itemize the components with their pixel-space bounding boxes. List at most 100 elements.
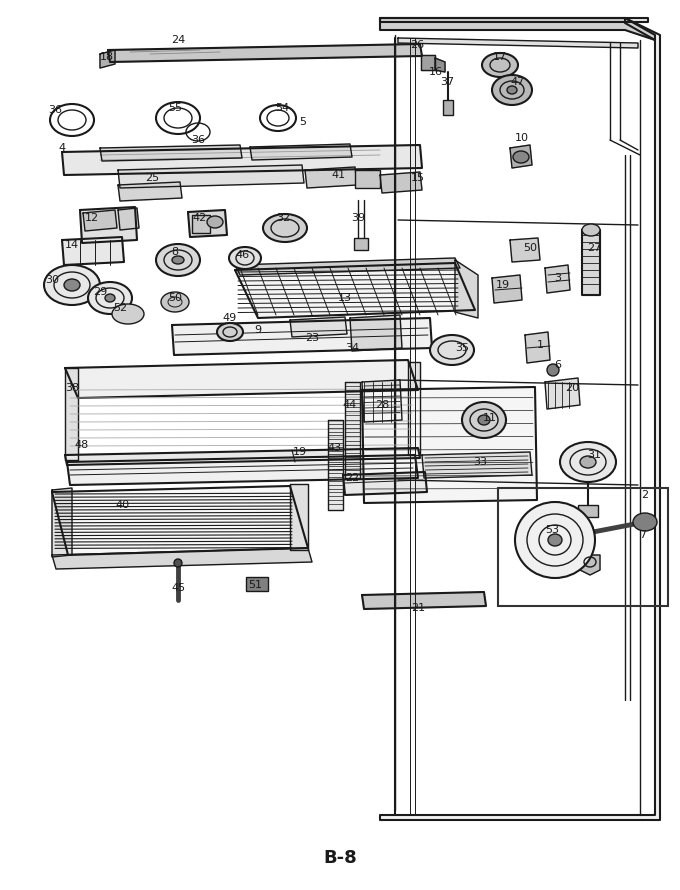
- Ellipse shape: [217, 323, 243, 341]
- Text: 52: 52: [113, 303, 127, 313]
- Polygon shape: [67, 455, 418, 485]
- Ellipse shape: [50, 104, 94, 136]
- Polygon shape: [350, 315, 402, 351]
- Text: 15: 15: [411, 173, 425, 183]
- Text: 29: 29: [93, 287, 107, 297]
- Ellipse shape: [174, 559, 182, 567]
- Polygon shape: [118, 208, 139, 230]
- Text: 30: 30: [45, 275, 59, 285]
- Text: 48: 48: [75, 440, 89, 450]
- Text: 46: 46: [235, 250, 249, 260]
- Text: 22: 22: [345, 473, 359, 483]
- Text: 3: 3: [554, 273, 562, 283]
- Text: 40: 40: [115, 500, 129, 510]
- Bar: [498, 488, 668, 606]
- Ellipse shape: [260, 105, 296, 131]
- Bar: [246, 577, 268, 591]
- Polygon shape: [380, 172, 422, 193]
- Polygon shape: [380, 18, 648, 22]
- Polygon shape: [362, 380, 402, 422]
- Text: 51: 51: [248, 580, 262, 590]
- Polygon shape: [65, 448, 420, 465]
- Text: 10: 10: [515, 133, 529, 143]
- Text: 45: 45: [171, 583, 185, 593]
- Ellipse shape: [577, 523, 593, 533]
- Polygon shape: [525, 332, 550, 363]
- Bar: [192, 215, 210, 233]
- Text: 32: 32: [276, 213, 290, 223]
- Polygon shape: [545, 265, 570, 293]
- Polygon shape: [380, 18, 655, 40]
- Ellipse shape: [172, 256, 184, 264]
- Ellipse shape: [560, 442, 616, 482]
- Ellipse shape: [462, 402, 506, 438]
- Polygon shape: [343, 472, 427, 495]
- Ellipse shape: [156, 102, 200, 134]
- Text: 14: 14: [65, 240, 79, 250]
- Ellipse shape: [492, 75, 532, 105]
- Polygon shape: [290, 484, 308, 550]
- Polygon shape: [510, 145, 532, 168]
- Text: 36: 36: [191, 135, 205, 145]
- Text: 1: 1: [537, 340, 543, 350]
- Text: 55: 55: [168, 103, 182, 113]
- Polygon shape: [455, 260, 478, 318]
- Text: 37: 37: [440, 77, 454, 87]
- Polygon shape: [545, 378, 580, 409]
- Ellipse shape: [547, 364, 559, 376]
- Polygon shape: [582, 230, 600, 295]
- Text: 49: 49: [223, 313, 237, 323]
- Polygon shape: [65, 360, 418, 398]
- Ellipse shape: [582, 224, 600, 236]
- Polygon shape: [510, 238, 540, 262]
- Ellipse shape: [44, 265, 100, 305]
- Polygon shape: [421, 55, 435, 70]
- Text: 54: 54: [275, 103, 289, 113]
- Text: 18: 18: [100, 52, 114, 62]
- Bar: [443, 100, 453, 115]
- Text: 34: 34: [345, 343, 359, 353]
- Text: 35: 35: [455, 343, 469, 353]
- Polygon shape: [80, 207, 137, 243]
- Bar: [355, 170, 380, 188]
- Polygon shape: [100, 145, 242, 161]
- Text: 11: 11: [483, 413, 497, 423]
- Polygon shape: [492, 275, 522, 303]
- Text: 47: 47: [511, 77, 525, 87]
- Text: 24: 24: [171, 35, 185, 45]
- Text: 36: 36: [48, 105, 62, 115]
- Text: 4: 4: [58, 143, 65, 153]
- Polygon shape: [408, 362, 420, 455]
- Polygon shape: [580, 555, 600, 575]
- Ellipse shape: [580, 456, 596, 468]
- Text: 41: 41: [331, 170, 345, 180]
- Polygon shape: [345, 382, 360, 478]
- Polygon shape: [118, 165, 304, 188]
- Polygon shape: [65, 368, 78, 460]
- Polygon shape: [235, 263, 475, 318]
- Polygon shape: [380, 18, 660, 820]
- Text: 43: 43: [327, 443, 341, 453]
- Polygon shape: [100, 50, 115, 68]
- Polygon shape: [172, 318, 432, 355]
- Text: 6: 6: [554, 360, 562, 370]
- Text: 13: 13: [338, 293, 352, 303]
- Text: 50: 50: [168, 293, 182, 303]
- Ellipse shape: [207, 216, 223, 228]
- Polygon shape: [305, 167, 357, 188]
- Polygon shape: [52, 488, 72, 557]
- Ellipse shape: [105, 294, 115, 302]
- Bar: [354, 238, 368, 250]
- Text: 31: 31: [587, 450, 601, 460]
- Ellipse shape: [430, 335, 474, 365]
- Polygon shape: [118, 182, 182, 201]
- Polygon shape: [250, 144, 352, 160]
- Text: 53: 53: [545, 525, 559, 535]
- Polygon shape: [188, 210, 227, 237]
- Polygon shape: [362, 592, 486, 609]
- Ellipse shape: [513, 151, 529, 163]
- Text: 42: 42: [193, 213, 207, 223]
- Ellipse shape: [507, 86, 517, 94]
- Text: 12: 12: [85, 213, 99, 223]
- Ellipse shape: [88, 282, 132, 314]
